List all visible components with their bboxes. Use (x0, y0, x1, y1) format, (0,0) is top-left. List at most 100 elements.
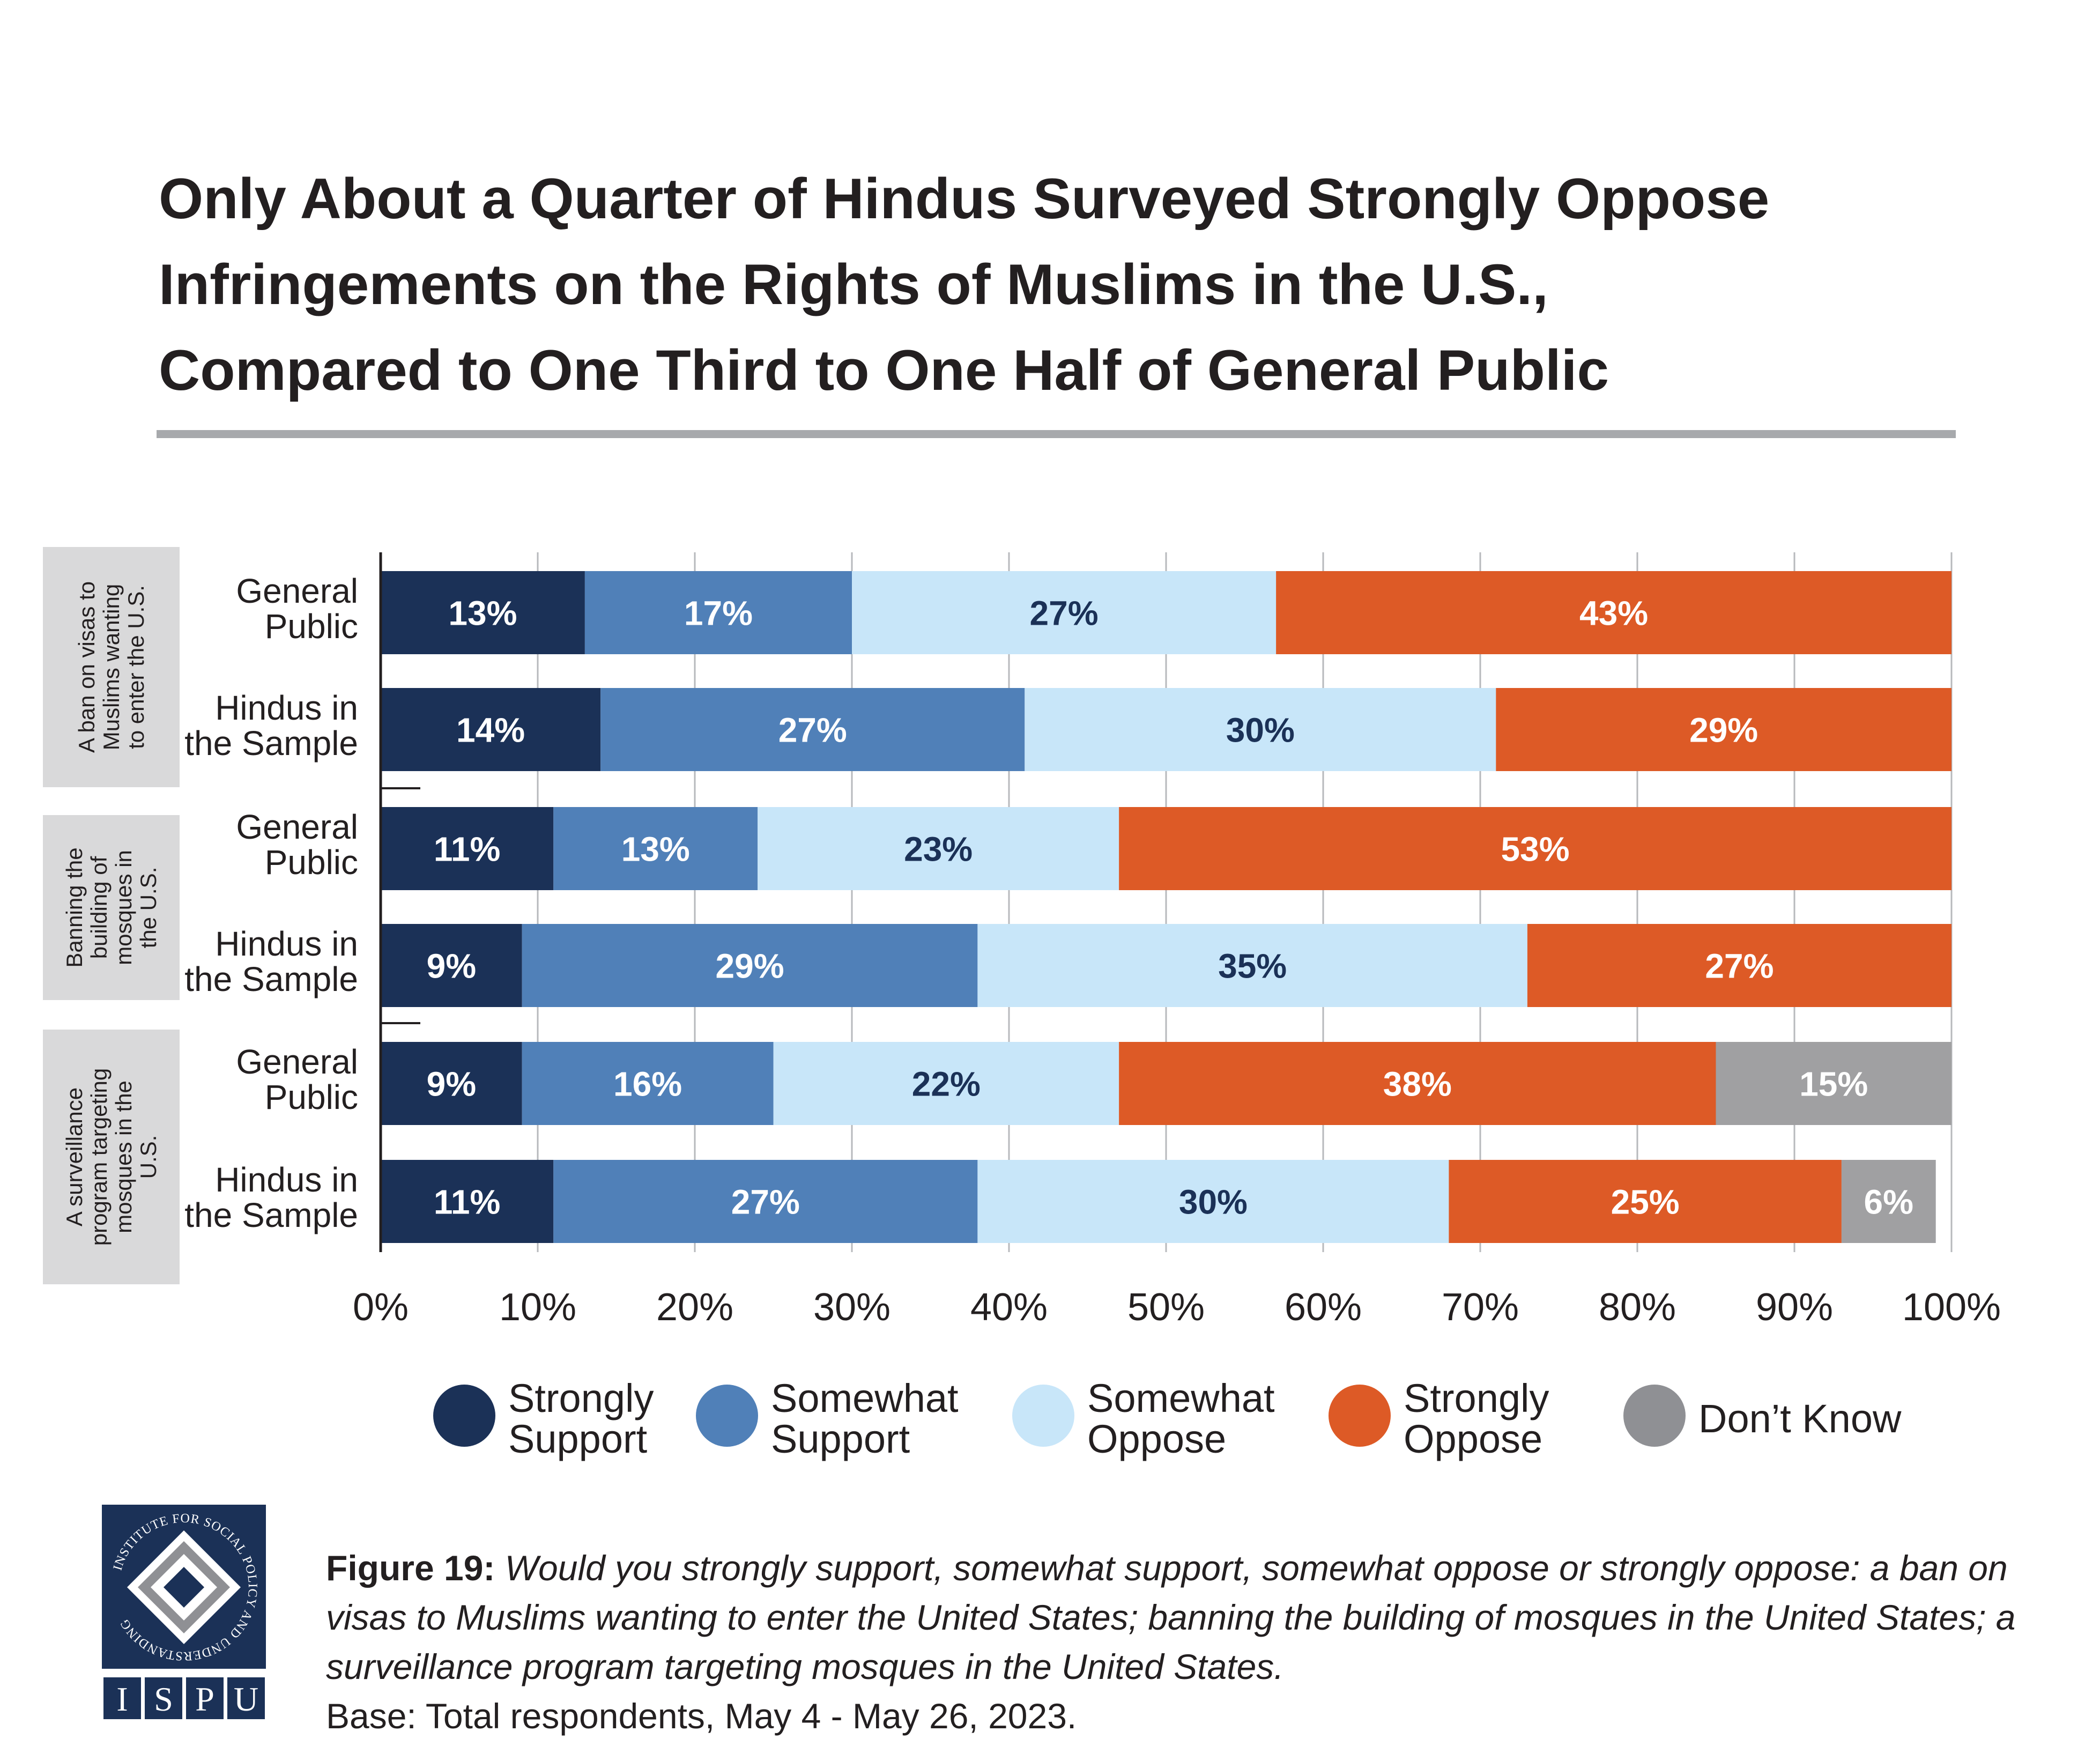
x-tick-label: 100% (1902, 1286, 2001, 1329)
row-label-line: Public (265, 1078, 358, 1116)
data-label: 11% (434, 1183, 501, 1222)
data-label: 43% (1579, 594, 1648, 633)
title-line: Infringements on the Rights of Muslims i… (159, 252, 1548, 316)
data-label: 13% (621, 830, 690, 869)
group-label-line: mosques in (111, 850, 136, 965)
data-label: 13% (448, 594, 517, 633)
data-label: 30% (1226, 711, 1295, 750)
bar-segment (758, 807, 1119, 890)
x-tick-label: 60% (1285, 1286, 1362, 1329)
bar-segment (1496, 688, 1951, 771)
legend-label-line: Oppose (1087, 1417, 1227, 1461)
legend-swatch (1012, 1385, 1074, 1447)
chart-legend: Strongly Support Somewhat Support Somewhat Op… (433, 1372, 2095, 1474)
bar-segment (381, 1160, 554, 1243)
data-label: 27% (1705, 947, 1774, 986)
bar-segment (381, 807, 554, 890)
chart-title: Only About a Quarter of Hindus Surveyed … (159, 156, 1982, 413)
legend-label-line: Support (771, 1417, 910, 1461)
row-label-line: General (236, 1042, 358, 1081)
group-label-box (43, 1030, 180, 1284)
x-tick-label: 10% (499, 1286, 576, 1329)
data-label: 29% (716, 947, 784, 986)
bar-segment (522, 1042, 774, 1125)
data-label: 53% (1501, 830, 1570, 869)
ispu-logo: INSTITUTE FOR SOCIAL POLICY AND UNDERSTA… (98, 1505, 270, 1721)
group-label-line: building of (86, 856, 112, 959)
bar-segment (1276, 571, 1951, 654)
group-label-line: Banning the (62, 847, 87, 967)
bar-segment (977, 1160, 1449, 1243)
data-label: 17% (684, 594, 753, 633)
group-label: Banning thebuilding ofmosques inthe U.S. (62, 847, 161, 967)
title-line: Compared to One Third to One Half of Gen… (159, 338, 1609, 402)
group-label-line: U.S. (136, 1135, 161, 1179)
x-tick-label: 20% (656, 1286, 733, 1329)
legend-swatch (696, 1385, 758, 1447)
x-tick-label: 30% (813, 1286, 891, 1329)
title-line: Only About a Quarter of Hindus Surveyed … (159, 166, 1770, 231)
bar-segment (1119, 807, 1951, 890)
data-label: 27% (1030, 594, 1099, 633)
logo-letter: P (195, 1680, 214, 1718)
data-label: 27% (778, 711, 847, 750)
x-tick-label: 80% (1599, 1286, 1676, 1329)
logo-letter-box (186, 1677, 224, 1719)
x-tick-label: 70% (1442, 1286, 1519, 1329)
legend-label-line: Don’t Know (1698, 1396, 1902, 1441)
group-label-line: Muslims wanting (99, 584, 124, 750)
data-label: 9% (427, 947, 477, 986)
group-label-line: A ban on visas to (74, 581, 99, 753)
data-label: 38% (1383, 1065, 1452, 1104)
data-label: 23% (904, 830, 973, 869)
logo-letter: U (234, 1680, 258, 1718)
legend-label-line: Support (508, 1417, 648, 1461)
group-label-line: the U.S. (136, 867, 161, 949)
row-label-line: General (236, 808, 358, 846)
bar-segment (1119, 1042, 1716, 1125)
logo-letter-box (103, 1677, 141, 1719)
data-label: 6% (1864, 1183, 1914, 1222)
bar-segment (553, 807, 758, 890)
legend-label-line: Strongly (1404, 1376, 1549, 1420)
data-label: 35% (1218, 947, 1287, 986)
row-label-line: the Sample (184, 724, 358, 763)
data-label: 16% (613, 1065, 682, 1104)
row-label: Hindus in the Sample (184, 1160, 358, 1234)
logo-letter: I (116, 1680, 128, 1718)
logo-diamond-center (164, 1567, 204, 1608)
stacked-bar-chart: 0% 10% 20% 30% 40% 50% 60% 70% 80% 90% 100% 13% 17% 2… (43, 547, 2001, 1329)
bar-segment (381, 688, 601, 771)
bar-segment (1716, 1042, 1951, 1125)
x-tick-label: 40% (970, 1286, 1048, 1329)
group-label: A ban on visas toMuslims wantingto enter… (74, 581, 149, 753)
figure-question: Would you strongly support, somewhat sup… (326, 1548, 2016, 1686)
bar-segment (381, 924, 522, 1007)
legend-label: Somewhat Support (771, 1378, 1028, 1460)
row-label-line: the Sample (184, 960, 358, 998)
bar-segment (522, 924, 978, 1007)
bar-segment (977, 924, 1527, 1007)
bar-segment (553, 1160, 978, 1243)
data-label: 9% (427, 1065, 477, 1104)
x-tick-label: 90% (1756, 1286, 1833, 1329)
figure-caption: Figure 19: Would you strongly support, s… (326, 1543, 2068, 1741)
data-label: 11% (434, 830, 501, 869)
legend-label: Strongly Support (508, 1378, 766, 1460)
row-label-line: Public (265, 843, 358, 882)
bar-segment (1025, 688, 1496, 771)
row-label: Hindus in the Sample (184, 924, 358, 998)
legend-label-line: Somewhat (771, 1376, 959, 1420)
row-label-line: Hindus in (215, 1160, 358, 1199)
figure-label: Figure 19: (326, 1548, 495, 1588)
bar-segment (584, 571, 852, 654)
legend-swatch (1329, 1385, 1391, 1447)
data-label: 25% (1611, 1183, 1680, 1222)
group-label-box (43, 815, 180, 1000)
title-divider (157, 430, 1956, 438)
logo-letter: S (154, 1680, 173, 1718)
data-label: 29% (1689, 711, 1758, 750)
figure-base: Base: Total respondents, May 4 - May 26,… (326, 1696, 1077, 1736)
group-label-line: mosques in the (111, 1081, 136, 1233)
